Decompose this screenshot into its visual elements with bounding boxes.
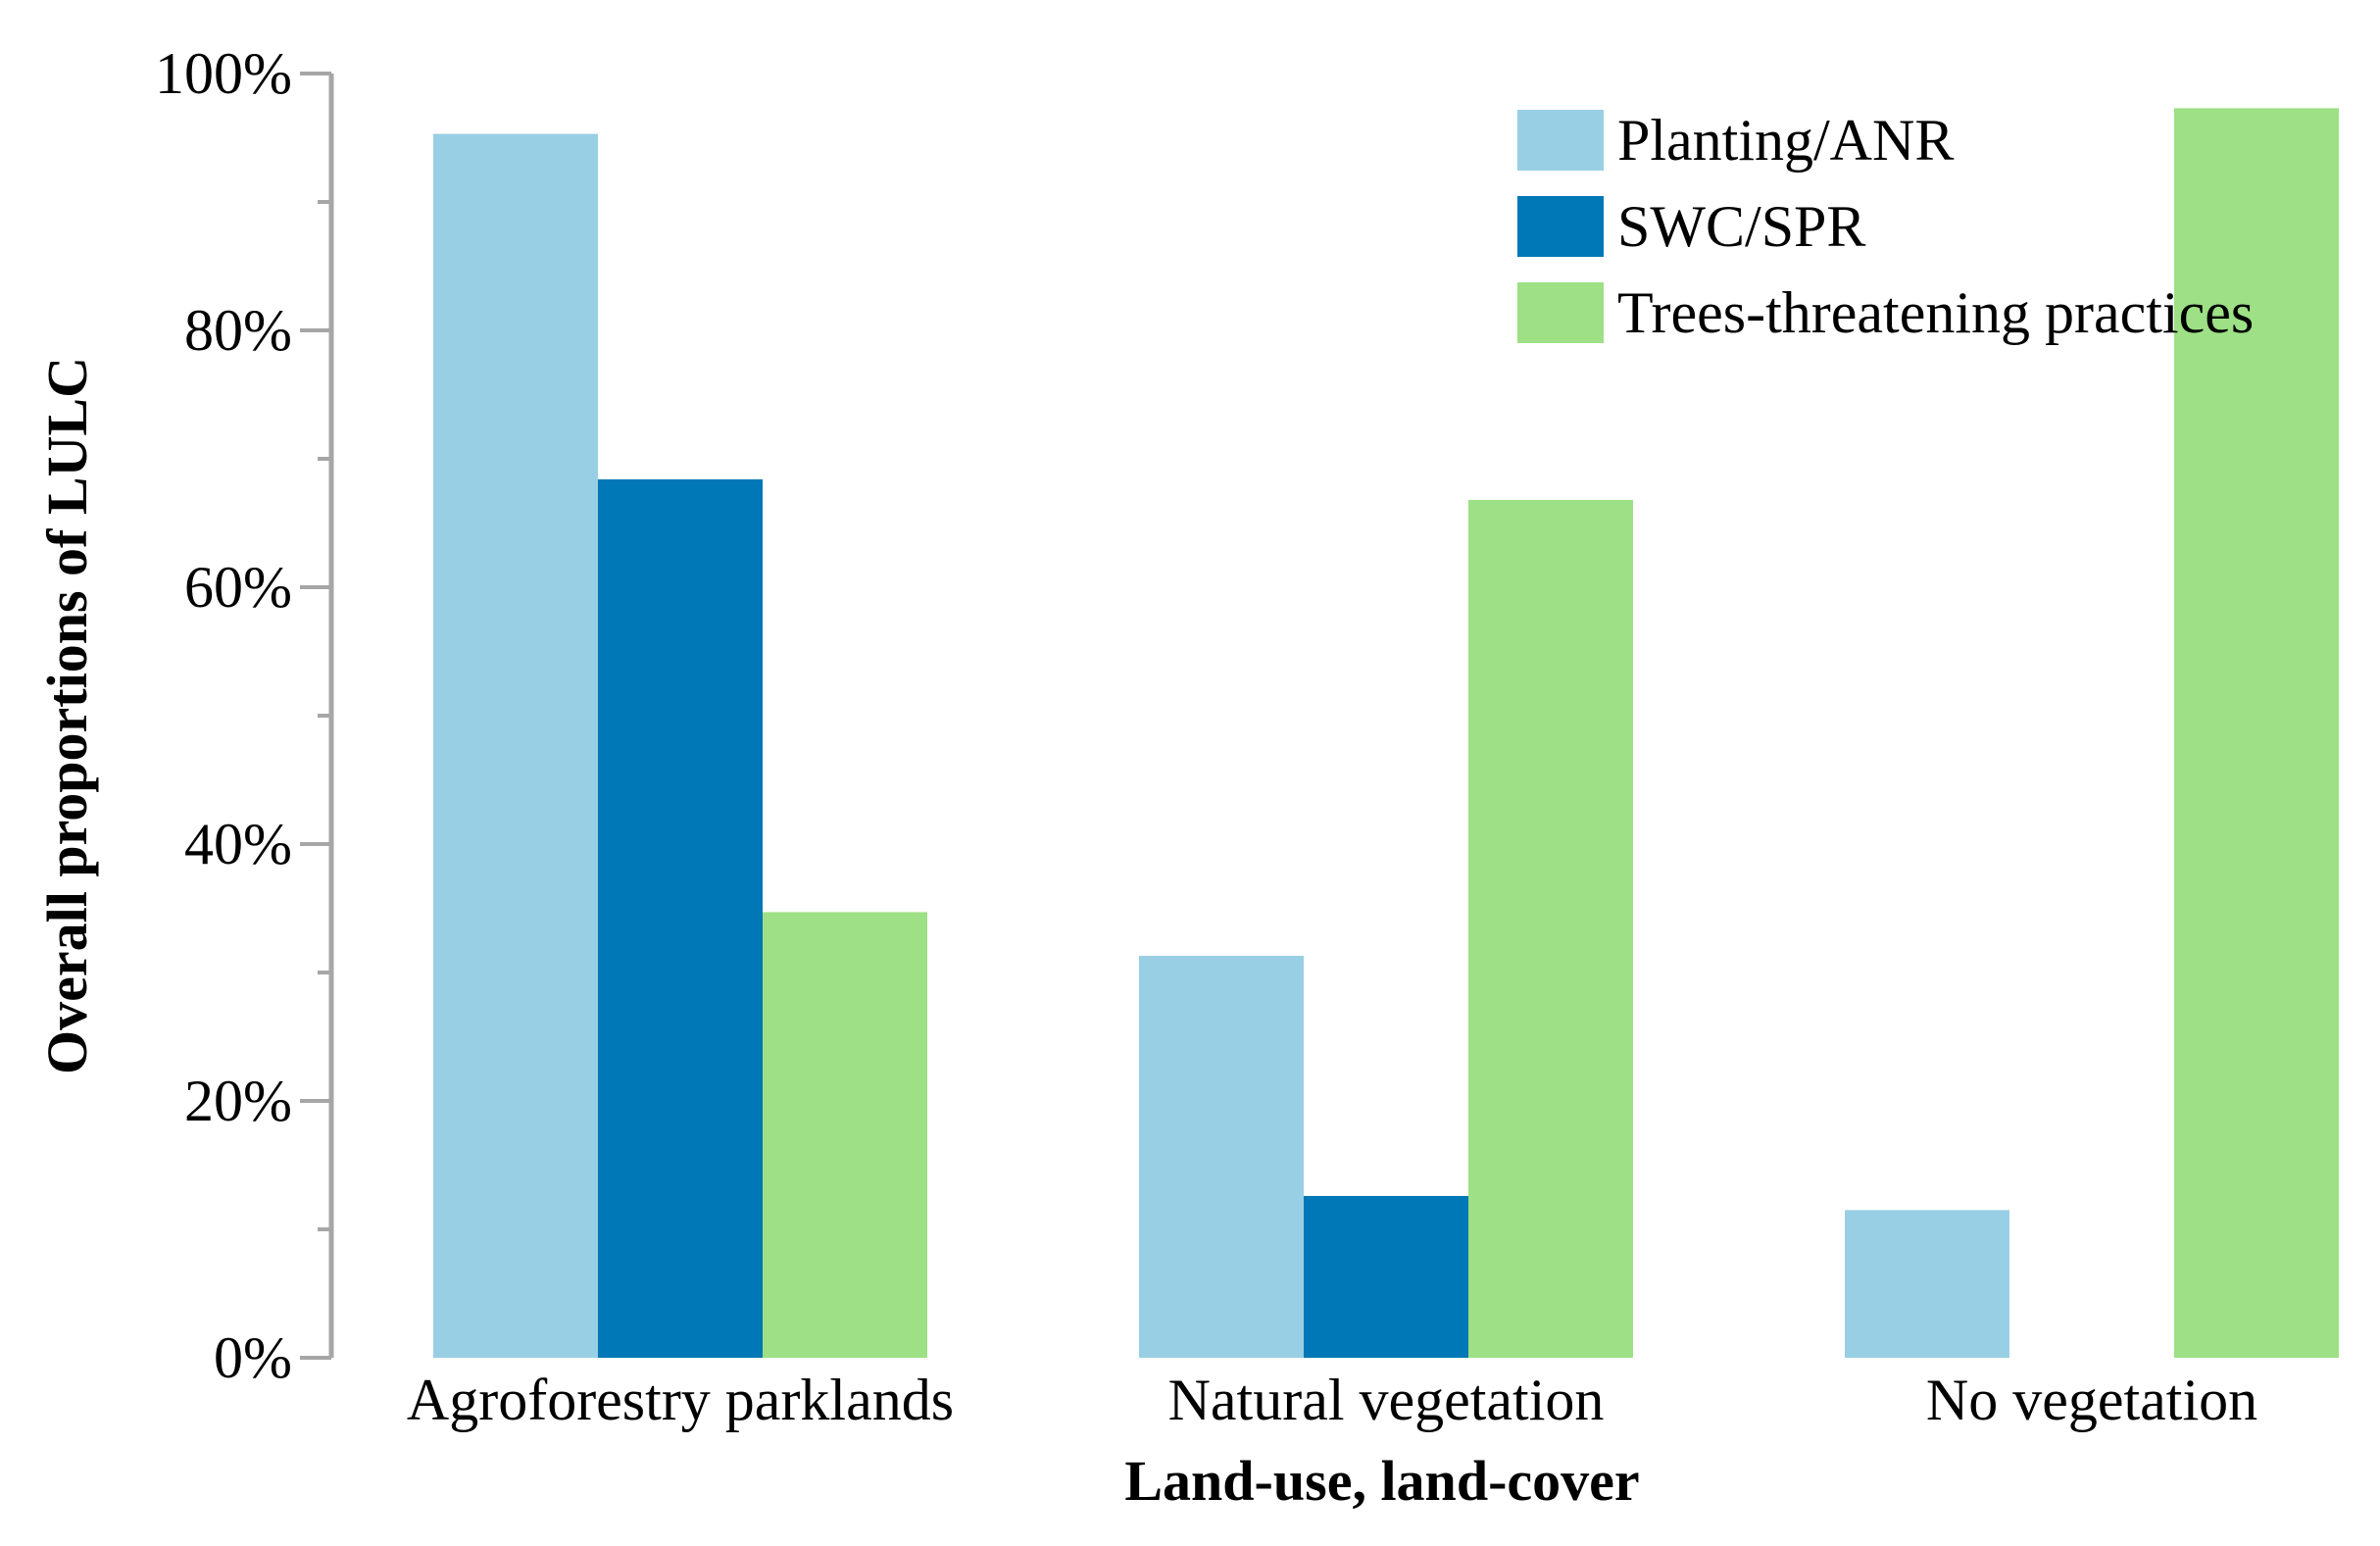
bar <box>433 133 598 1358</box>
legend-swatch <box>1517 282 1604 343</box>
y-tick-label: 100% <box>155 41 292 106</box>
legend-label: Trees-threatening practices <box>1617 280 2254 345</box>
y-tick-label: 20% <box>184 1069 292 1133</box>
x-category-label: Natural vegetation <box>1168 1368 1605 1432</box>
y-tick-label: 40% <box>184 812 292 876</box>
bar <box>763 912 927 1358</box>
x-axis-title: Land-use, land-cover <box>1124 1449 1639 1513</box>
y-tick-label: 60% <box>184 555 292 620</box>
bar <box>1304 1195 1468 1358</box>
legend-label: Planting/ANR <box>1617 108 1954 173</box>
x-axis-category-labels: Agroforestry parklands Natural vegetation… <box>407 1368 2257 1432</box>
legend: Planting/ANR SWC/SPR Trees-threatening pra… <box>1517 108 2254 345</box>
y-tick-label: 80% <box>184 298 292 363</box>
bars-group <box>433 108 2339 1359</box>
legend-label: SWC/SPR <box>1617 194 1865 259</box>
x-category-label: Agroforestry parklands <box>407 1368 954 1432</box>
y-axis-title: Overall proportions of LULC <box>35 357 99 1074</box>
y-tick-label: 0% <box>214 1325 292 1390</box>
y-axis: 0% 20% 40% 60% 80% 100% <box>155 41 334 1390</box>
bar <box>598 478 763 1359</box>
bar <box>1468 499 1633 1358</box>
bar <box>1139 955 1304 1358</box>
bar <box>2174 108 2339 1359</box>
bar <box>1845 1210 2009 1358</box>
x-category-label: No vegetation <box>1926 1368 2257 1432</box>
legend-swatch <box>1517 110 1604 171</box>
legend-swatch <box>1517 196 1604 257</box>
